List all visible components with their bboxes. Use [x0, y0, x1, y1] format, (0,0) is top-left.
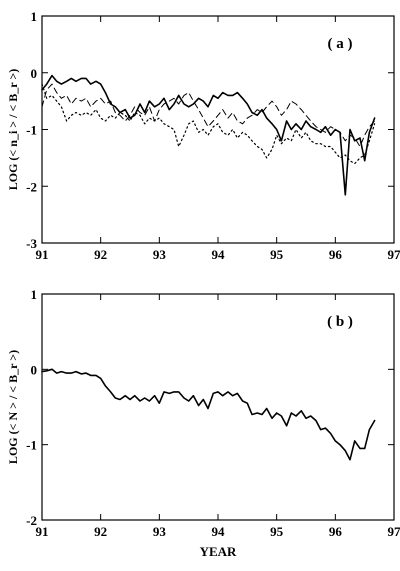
panel-a-ytick-label: -1	[26, 123, 37, 138]
panel-b-series-solid-line	[42, 369, 375, 459]
panel-a-ytick-label: -3	[26, 236, 37, 251]
panel-b-xlabel: YEAR	[200, 544, 237, 559]
panel-a-xtick-label: 97	[388, 247, 400, 262]
panel-b-xtick-label: 91	[36, 524, 49, 539]
panel-a-xtick-label: 91	[36, 247, 49, 262]
panel-a-ytick-label: 1	[31, 9, 38, 24]
panel-b-ytick-label: -1	[26, 438, 37, 453]
panel-b-ytick-label: -2	[26, 513, 37, 528]
panel-b-xtick-label: 95	[270, 524, 284, 539]
panel-a-xtick-label: 93	[153, 247, 167, 262]
panel-b-xtick-label: 96	[329, 524, 343, 539]
panel-a-ytick-label: 0	[31, 66, 38, 81]
panel-a-series-dashed-line	[42, 84, 375, 146]
panel-a-ytick-label: -2	[26, 179, 37, 194]
panel-a-label: ( a )	[328, 36, 353, 52]
panel-b-ylabel: LOG (< N > / < B_r >)	[6, 350, 20, 464]
panel-b-label: ( b )	[327, 314, 353, 330]
panel-a-xtick-label: 95	[270, 247, 284, 262]
panel-a-xtick-label: 96	[329, 247, 343, 262]
panel-b-xtick-label: 94	[212, 524, 226, 539]
panel-b-xtick-label: 93	[153, 524, 167, 539]
panel-a-xtick-label: 94	[212, 247, 226, 262]
panel-b-ytick-label: 0	[31, 362, 38, 377]
panel-a-xtick-label: 92	[94, 247, 107, 262]
panel-b-xtick-label: 97	[388, 524, 400, 539]
panel-b-xtick-label: 92	[94, 524, 107, 539]
panel-a-ylabel: LOG (< n_i > / < B_r >)	[6, 69, 20, 190]
panel-b-ytick-label: 1	[31, 287, 38, 302]
panel-a-series-dotted-line	[42, 84, 375, 164]
